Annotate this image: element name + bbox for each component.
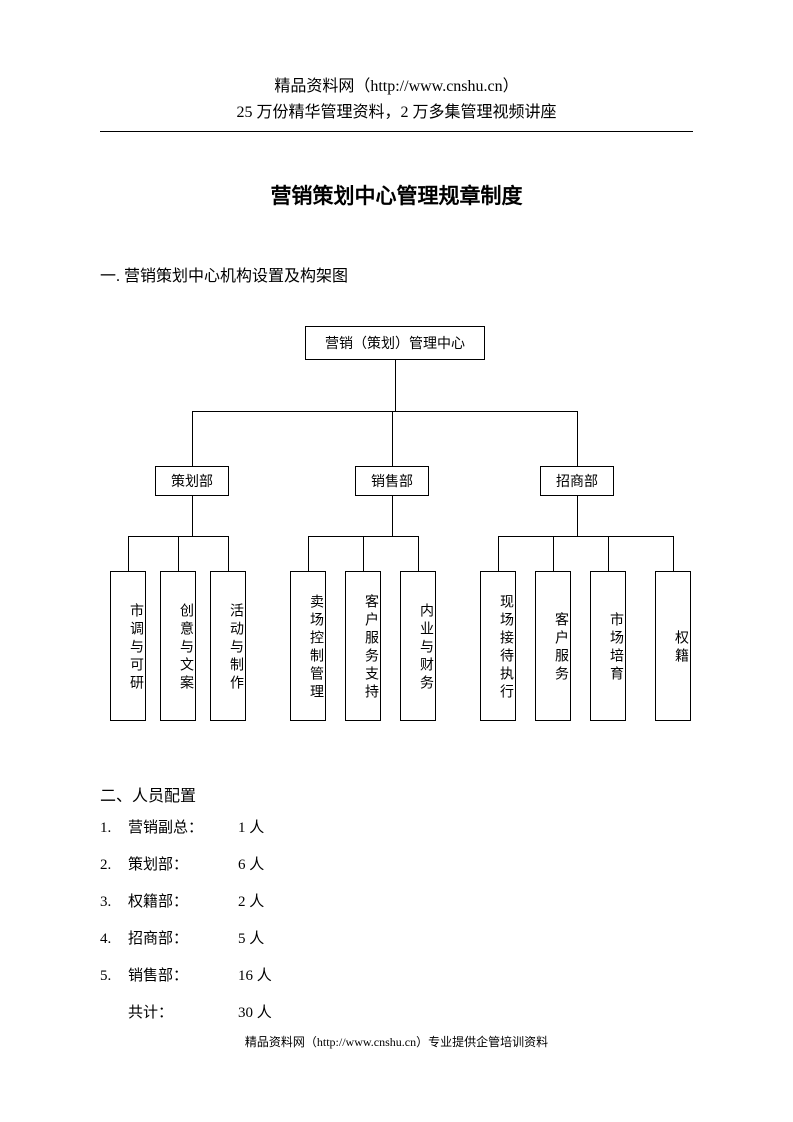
org-connector	[192, 411, 193, 466]
org-leaf-node: 卖场控制管理	[290, 571, 326, 721]
staff-index: 2.	[100, 853, 128, 877]
page-header: 精品资料网（http://www.cnshu.cn） 25 万份精华管理资料，2…	[0, 0, 793, 132]
staff-label: 策划部：	[128, 853, 238, 877]
section-2-heading: 二、人员配置	[100, 782, 793, 806]
staff-index: 5.	[100, 964, 128, 988]
page-footer: 精品资料网（http://www.cnshu.cn）专业提供企管培训资料	[0, 1033, 793, 1050]
staff-count: 6 人	[238, 853, 264, 877]
org-leaf-node: 权籍	[655, 571, 691, 721]
org-leaf-node: 市场培育	[590, 571, 626, 721]
org-leaf-node: 现场接待执行	[480, 571, 516, 721]
org-connector	[418, 536, 419, 571]
staff-count: 1 人	[238, 816, 264, 840]
org-connector	[308, 536, 309, 571]
org-leaf-node: 创意与文案	[160, 571, 196, 721]
org-connector	[228, 536, 229, 571]
staff-row: 3.权籍部：2 人	[100, 890, 793, 914]
org-top-node: 营销（策划）管理中心	[305, 326, 485, 360]
org-connector	[553, 536, 554, 571]
staff-index: 1.	[100, 816, 128, 840]
staff-label: 营销副总：	[128, 816, 238, 840]
staff-row: 共计：30 人	[100, 1001, 793, 1025]
org-chart: 营销（策划）管理中心策划部 销售部 招商部市调与可研创意与文案活动与制作 卖场控制管理…	[100, 326, 693, 756]
org-connector	[192, 496, 193, 536]
org-connector	[673, 536, 674, 571]
org-connector	[392, 411, 393, 466]
staff-label: 权籍部：	[128, 890, 238, 914]
org-leaf-node: 市调与可研	[110, 571, 146, 721]
org-leaf-node: 活动与制作	[210, 571, 246, 721]
staff-label: 共计：	[128, 1001, 238, 1025]
org-connector	[577, 411, 578, 466]
staff-count: 30 人	[238, 1001, 272, 1025]
org-leaf-node: 客户服务支持	[345, 571, 381, 721]
staff-row: 4.招商部：5 人	[100, 927, 793, 951]
staff-index	[100, 1001, 128, 1025]
org-connector	[395, 360, 396, 411]
org-connector	[128, 536, 129, 571]
staff-count: 5 人	[238, 927, 264, 951]
staff-row: 5.销售部：16 人	[100, 964, 793, 988]
section-1-heading: 一. 营销策划中心机构设置及构架图	[100, 262, 793, 286]
org-leaf-node: 客户服务	[535, 571, 571, 721]
org-connector	[178, 536, 179, 571]
staff-row: 2.策划部：6 人	[100, 853, 793, 877]
org-connector	[498, 536, 673, 537]
org-mid-node: 销售部	[355, 466, 429, 496]
header-line-1: 精品资料网（http://www.cnshu.cn）	[0, 75, 793, 99]
org-mid-node: 策划部	[155, 466, 229, 496]
org-leaf-node: 内业与财务	[400, 571, 436, 721]
staff-count: 2 人	[238, 890, 264, 914]
staff-row: 1.营销副总：1 人	[100, 816, 793, 840]
org-connector	[363, 536, 364, 571]
org-connector	[608, 536, 609, 571]
header-line-2: 25 万份精华管理资料，2 万多集管理视频讲座	[0, 101, 793, 125]
staff-index: 4.	[100, 927, 128, 951]
org-connector	[192, 411, 577, 412]
org-connector	[498, 536, 499, 571]
staff-label: 招商部：	[128, 927, 238, 951]
org-connector	[577, 496, 578, 536]
staff-label: 销售部：	[128, 964, 238, 988]
staff-index: 3.	[100, 890, 128, 914]
header-divider	[100, 131, 693, 132]
document-title: 营销策划中心管理规章制度	[0, 180, 793, 210]
org-mid-node: 招商部	[540, 466, 614, 496]
org-connector	[392, 496, 393, 536]
staff-list: 1.营销副总：1 人 2.策划部：6 人 3.权籍部：2 人 4.招商部：5 人 5.销…	[100, 816, 793, 1025]
staff-count: 16 人	[238, 964, 272, 988]
